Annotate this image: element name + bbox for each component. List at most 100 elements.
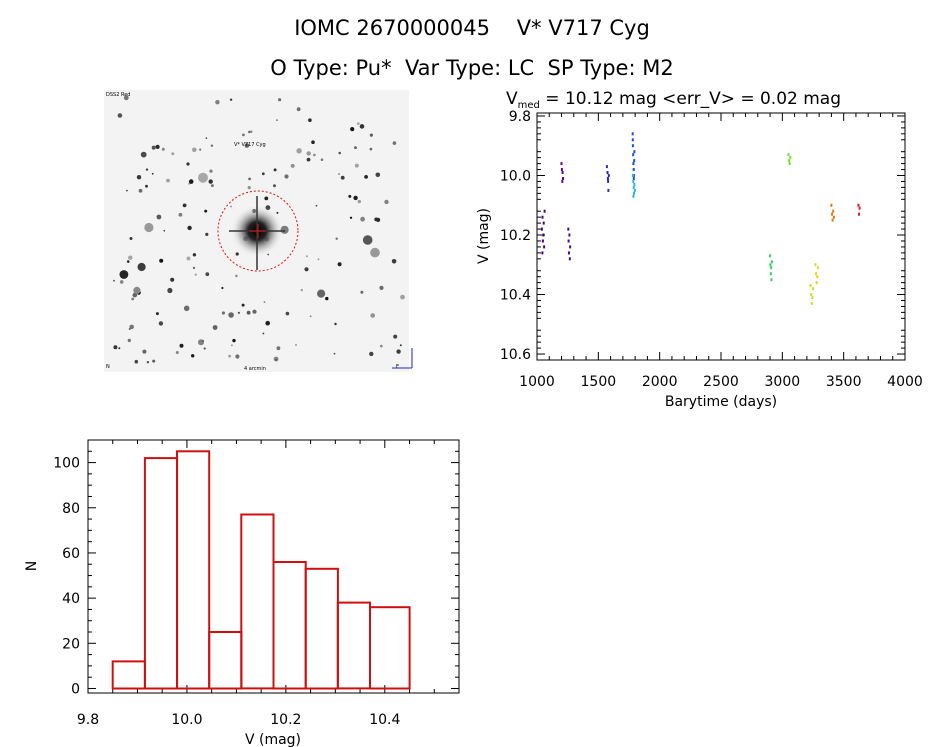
finder-star bbox=[248, 177, 252, 181]
finder-star bbox=[285, 311, 290, 316]
finder-star bbox=[221, 311, 225, 315]
finder-star bbox=[151, 145, 156, 150]
finder-star bbox=[306, 157, 311, 162]
finder-star bbox=[235, 252, 239, 256]
hist-bar bbox=[176, 450, 211, 690]
finder-star bbox=[129, 237, 133, 240]
finder-star bbox=[230, 205, 233, 208]
light-curve-plot: Vmed = 10.12 mag <err_V> = 0.02 mag 1000… bbox=[476, 89, 923, 410]
finder-star bbox=[308, 118, 312, 122]
lc-point bbox=[633, 191, 635, 195]
finder-star bbox=[360, 216, 365, 222]
hist-ytick-label: 60 bbox=[62, 546, 80, 562]
hist-bar bbox=[208, 631, 243, 690]
finder-label-target: V* V717 Cyg bbox=[234, 142, 266, 148]
lc-point bbox=[811, 296, 814, 299]
finder-star bbox=[126, 189, 128, 192]
lc-point bbox=[541, 251, 544, 255]
chart-title-line1: IOMC 2670000045 V* V717 Cyg bbox=[294, 16, 650, 40]
lc-point bbox=[788, 162, 791, 166]
lc-point bbox=[607, 174, 610, 177]
finder-star bbox=[209, 169, 213, 173]
finder-star bbox=[364, 175, 368, 179]
finder-star bbox=[229, 98, 233, 101]
lc-point bbox=[633, 159, 636, 163]
lc-ytick-label: 10.2 bbox=[500, 228, 531, 244]
finder-star bbox=[273, 168, 277, 172]
finder-star bbox=[128, 328, 131, 330]
lc-point bbox=[769, 272, 772, 276]
finder-star bbox=[357, 199, 361, 204]
finder-star bbox=[370, 247, 380, 258]
finder-star bbox=[171, 152, 175, 156]
finder-star bbox=[186, 162, 190, 166]
lc-point bbox=[561, 179, 564, 183]
lc-point bbox=[830, 203, 833, 207]
lc-xlabel: Barytime (days) bbox=[665, 394, 777, 410]
finder-star bbox=[320, 158, 324, 161]
finder-star bbox=[338, 151, 342, 155]
finder-star bbox=[126, 260, 130, 263]
lc-point bbox=[605, 165, 608, 169]
finder-star bbox=[306, 151, 311, 156]
lc-point bbox=[567, 227, 570, 231]
finder-star bbox=[183, 305, 190, 312]
finder-star bbox=[113, 345, 118, 350]
finder-star bbox=[155, 312, 159, 316]
lc-point bbox=[816, 266, 819, 270]
finder-star bbox=[247, 186, 251, 190]
finder-star bbox=[182, 203, 187, 208]
finder-star bbox=[145, 168, 149, 171]
lc-point bbox=[606, 177, 609, 180]
finder-star bbox=[369, 147, 373, 151]
finder-star bbox=[263, 301, 266, 303]
finder-star bbox=[313, 153, 316, 157]
finder-star bbox=[137, 262, 146, 272]
lc-point bbox=[541, 239, 544, 243]
finder-star bbox=[215, 100, 220, 105]
finder-star bbox=[158, 321, 164, 326]
finder-image: DSS2 Red V* V717 Cyg 4 arcmin N E bbox=[104, 90, 413, 372]
finder-star bbox=[188, 179, 194, 184]
finder-label-scale: 4 arcmin bbox=[244, 366, 266, 372]
finder-star bbox=[392, 141, 397, 145]
finder-star bbox=[203, 347, 206, 350]
lc-point bbox=[632, 185, 635, 189]
finder-star bbox=[151, 172, 154, 175]
lc-point bbox=[568, 251, 570, 255]
lc-point bbox=[858, 212, 860, 216]
finder-star bbox=[391, 259, 397, 264]
finder-star bbox=[380, 344, 383, 348]
lc-xtick-label: 3000 bbox=[765, 374, 801, 390]
finder-star bbox=[296, 107, 301, 112]
finder-star bbox=[142, 349, 147, 354]
lc-point bbox=[810, 302, 813, 305]
lc-point bbox=[542, 233, 545, 237]
hist-xtick-label: 9.8 bbox=[77, 712, 99, 728]
lc-point bbox=[857, 203, 860, 207]
finder-star bbox=[128, 255, 133, 260]
finder-star bbox=[175, 351, 179, 354]
finder-star bbox=[132, 292, 138, 298]
finder-star bbox=[246, 310, 251, 315]
lc-point bbox=[788, 159, 791, 163]
finder-star bbox=[146, 361, 150, 364]
lc-point bbox=[560, 162, 563, 166]
finder-star bbox=[131, 297, 135, 301]
finder-star bbox=[113, 279, 115, 282]
finder-star bbox=[300, 288, 303, 292]
hist-xtick-label: 10.4 bbox=[369, 712, 400, 728]
finder-star bbox=[261, 172, 265, 176]
lc-point bbox=[789, 156, 792, 160]
lc-point bbox=[632, 153, 635, 157]
hist-bar bbox=[240, 513, 275, 690]
finder-star bbox=[241, 303, 245, 307]
finder-star bbox=[295, 344, 297, 346]
lc-point bbox=[633, 182, 636, 186]
lc-point bbox=[632, 194, 635, 198]
lc-point bbox=[568, 233, 571, 237]
lc-point bbox=[631, 132, 634, 136]
lc-xtick-label: 4000 bbox=[887, 374, 923, 390]
finder-star bbox=[119, 280, 124, 284]
lc-point bbox=[607, 188, 610, 192]
